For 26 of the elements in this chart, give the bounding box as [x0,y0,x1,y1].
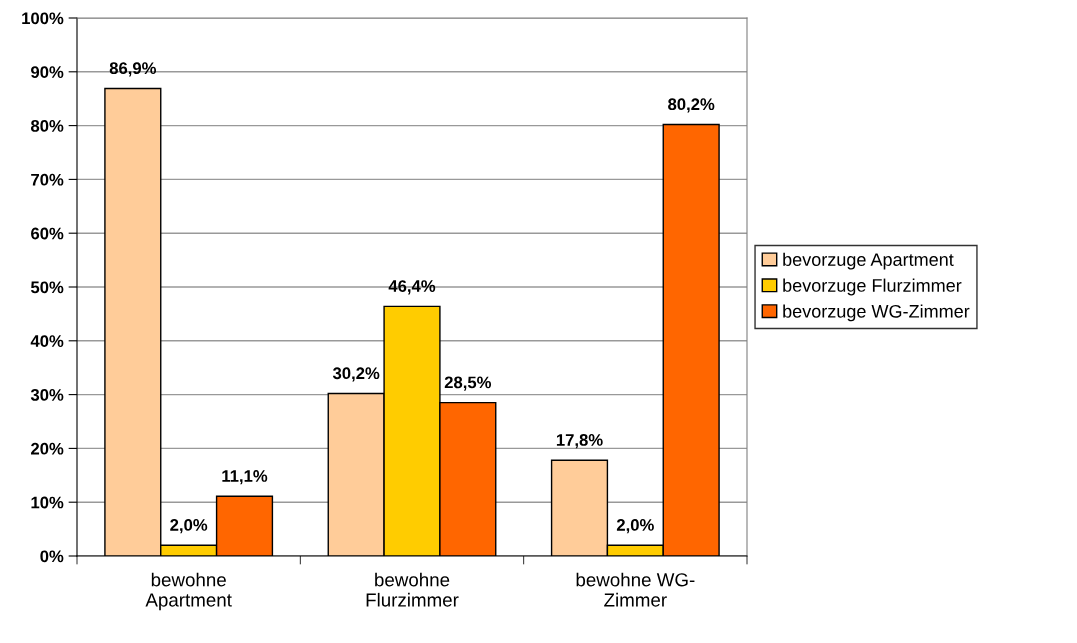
legend-label: bevorzuge WG-Zimmer [783,304,970,322]
y-tick-label: 40% [30,335,64,347]
x-tick-label: bewohne WG- Zimmer [576,572,695,607]
data-label: 17,8% [556,434,603,449]
data-label: 2,0% [170,519,208,534]
data-label: 46,4% [388,280,436,295]
data-label: 2,0% [616,519,654,534]
y-tick-label: 70% [31,173,64,186]
y-tick-label: 80% [30,120,64,132]
data-label: 30,2% [332,367,380,382]
data-label: 28,5% [444,376,492,391]
y-tick-label: 0% [40,550,64,563]
data-label: 11,1% [222,470,268,485]
y-tick-label: 30% [30,389,64,401]
y-tick-label: 60% [31,227,64,240]
y-tick-label: 50% [30,281,64,294]
y-tick-label: 100% [22,12,64,25]
data-label: 80,2% [668,98,715,113]
legend-label: bevorzuge Flurzimmer [783,278,962,296]
x-tick-label: bewohne Flurzimmer [366,572,459,607]
y-tick-label: 10% [31,496,64,509]
y-tick-label: 20% [31,442,64,455]
legend-label: bevorzuge Apartment [783,252,954,270]
y-tick-label: 90% [31,66,64,78]
x-tick-label: bewohne Apartment [145,572,232,611]
data-label: 86,9% [109,62,157,77]
